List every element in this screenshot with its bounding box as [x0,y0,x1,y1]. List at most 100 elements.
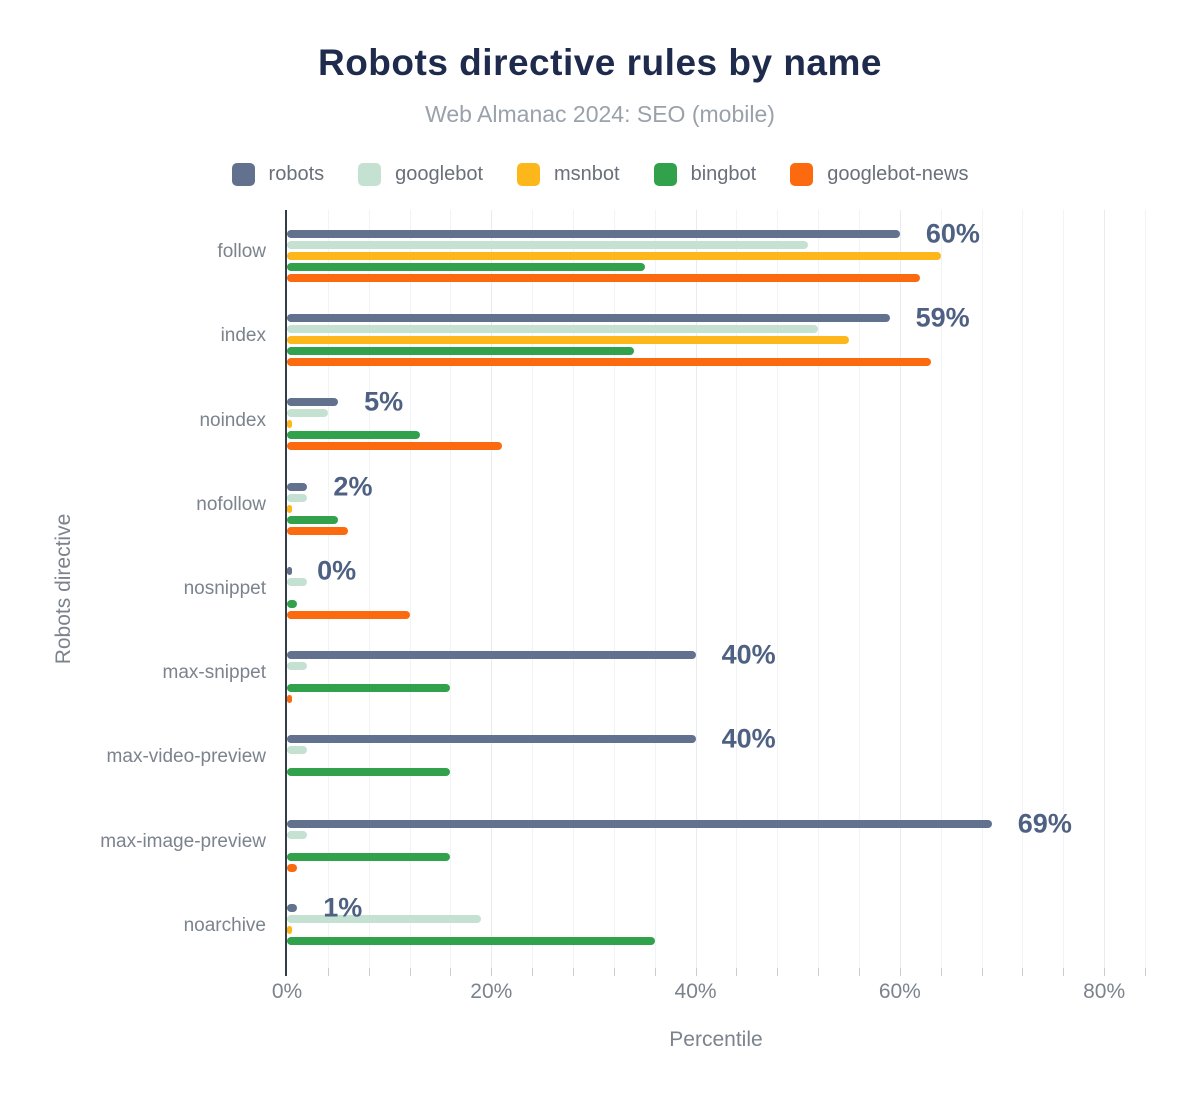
x-tick-label: 0% [271,980,303,1003]
gridline [818,210,820,968]
data-label: 40% [721,639,776,670]
y-axis-line [285,210,287,976]
axis-tick [818,968,820,976]
gridline [695,210,697,968]
bar-robots [287,735,696,744]
gridline [1145,210,1146,968]
axis-tick [613,968,615,976]
bar-msnbot [287,336,849,345]
bar-robots [287,651,696,660]
gridline [532,210,534,968]
plot-area: 0% 20% 40% 60% 80% 60% 59% 5% 2% 0% 40% 40% 69% 1% [272,210,1146,1003]
axis-tick [1022,968,1024,976]
legend-item-bingbot[interactable]: bingbot [653,163,756,186]
legend-swatch-robots-icon [231,163,255,186]
legend-item-robots[interactable]: robots [231,163,325,186]
axis-tick [940,968,942,976]
legend-swatch-bingbot-icon [653,163,677,186]
data-label: 40% [721,723,776,754]
category-label: max-image-preview [100,830,266,852]
axis-tick [532,968,534,976]
bar-bingbot [287,936,655,945]
bar-googlebot [287,830,308,839]
bar-bingbot [287,263,645,271]
bar-googlebot-news [287,274,921,282]
bar-googlebot [287,914,482,923]
gridline [409,210,411,968]
bar-robots [287,819,992,828]
gridline [859,210,860,968]
bar-googlebot [287,409,328,418]
data-label: 69% [1017,808,1072,839]
bar-googlebot-news [287,610,410,619]
category-label: noindex [199,409,266,431]
bar-bingbot [287,684,451,693]
gridline [327,210,329,968]
axis-tick [736,968,738,976]
axis-tick [695,968,697,976]
axis-tick [368,968,370,976]
chart-title: Robots directive rules by name [317,42,882,83]
bar-googlebot [287,241,808,249]
axis-tick [1145,968,1146,976]
gridline [940,210,942,968]
axis-tick [409,968,411,976]
data-label: 59% [915,302,970,333]
axis-tick [981,968,983,976]
data-label: 60% [925,218,980,249]
axis-tick [573,968,574,976]
x-tick-label: 40% [674,980,717,1003]
bar-googlebot-news [287,442,502,451]
bar-bingbot [287,599,298,608]
axis-tick [654,968,656,976]
bar-robots [287,566,292,575]
legend-label: googlebot-news [827,163,969,185]
bar-msnbot [287,252,941,260]
axis-tick [1063,968,1065,976]
bar-bingbot [287,431,420,440]
bar-msnbot [287,925,293,934]
bar-googlebot-news [287,863,298,872]
chart-subtitle: Web Almanac 2024: SEO (mobile) [425,101,775,127]
axis-tick [1104,968,1106,976]
gridline [573,210,574,968]
category-axis: follow index noindex nofollow nosnippet max-s… [0,210,276,968]
axis-tick [777,968,779,976]
axis-tick [327,968,329,976]
bar-googlebot [287,746,308,755]
category-label: index [220,325,266,347]
x-tick-label: 80% [1083,980,1126,1003]
x-tick-label: 20% [470,980,513,1003]
gridline [981,210,983,968]
bar-robots [287,903,298,912]
legend-item-googlebot[interactable]: googlebot [358,163,483,186]
gridline [613,210,615,968]
gridline [777,210,779,968]
category-label: max-video-preview [106,746,266,768]
data-label: 5% [364,386,404,417]
category-label: follow [217,241,266,263]
gridline [368,210,370,968]
legend: robots googlebot msnbot bingbot googlebot-ne… [0,163,1200,186]
legend-label: robots [268,163,325,185]
legend-label: googlebot [395,163,484,185]
data-label: 1% [323,892,363,923]
axis-tick [491,968,493,976]
legend-swatch-googlebot-icon [358,163,382,186]
gridline [450,210,452,968]
gridline [899,210,901,968]
bar-googlebot [287,325,819,334]
bar-bingbot [287,347,635,356]
category-label: nofollow [196,493,266,515]
bar-googlebot-news [287,526,349,535]
bar-robots [287,314,890,323]
bar-googlebot [287,493,308,502]
gridline [654,210,656,968]
legend-swatch-googlebot-news-icon [790,163,814,186]
category-label: nosnippet [183,577,266,599]
axis-tick [859,968,860,976]
legend-item-msnbot[interactable]: msnbot [517,163,620,186]
legend-item-googlebot-news[interactable]: googlebot-news [790,163,968,186]
legend-swatch-msnbot-icon [517,163,541,186]
